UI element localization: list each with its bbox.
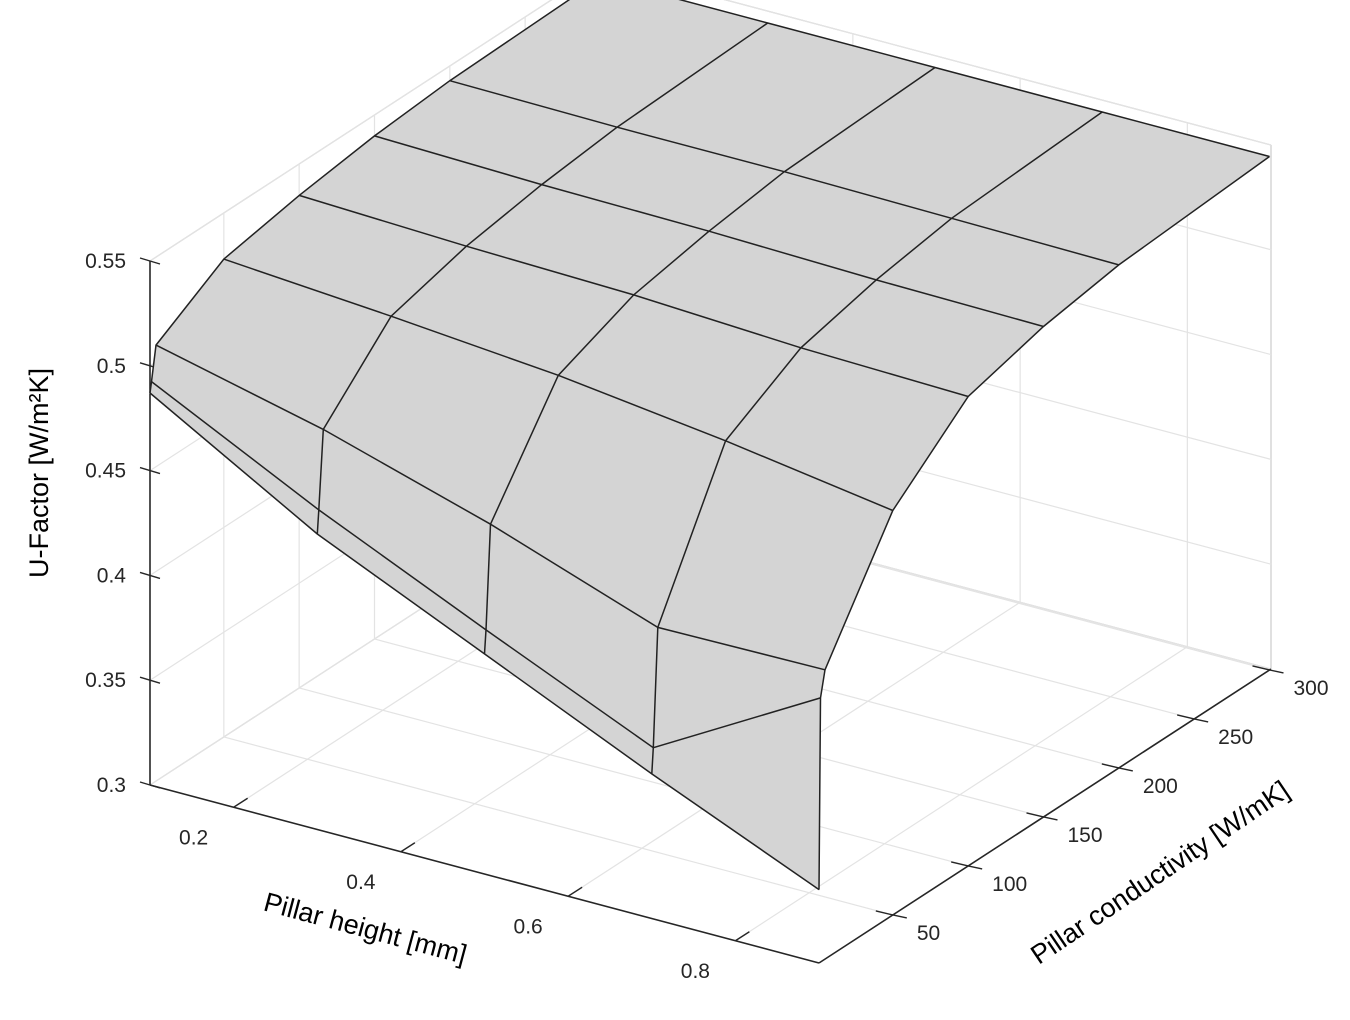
z-tick-label: 0.3	[97, 774, 126, 797]
y-tick	[1101, 763, 1119, 769]
y-axis-line	[818, 668, 1272, 964]
z-tick-label: 0.45	[85, 460, 126, 483]
y-tick-label: 50	[917, 922, 940, 945]
z-tick	[139, 466, 151, 472]
z-tick-label: 0.5	[97, 355, 126, 378]
y-tick-label: 150	[1067, 824, 1102, 847]
z-tick	[139, 676, 151, 681]
surface-mesh-line-y	[223, 258, 894, 512]
y-tick	[892, 914, 907, 919]
x-axis-line	[149, 784, 820, 964]
y-tick-label: 300	[1293, 677, 1328, 700]
surface-mesh-line-y	[151, 381, 821, 749]
axes	[139, 257, 1284, 964]
x-tick	[734, 931, 750, 942]
y-tick-label: 200	[1143, 775, 1178, 798]
surface-mesh-line-x	[651, 111, 1103, 774]
x-tick-label: 0.6	[514, 915, 543, 938]
grid-line-y	[223, 736, 893, 916]
y-tick	[1043, 816, 1058, 821]
surface-mesh-line-y	[449, 79, 1120, 266]
x-tick	[233, 797, 249, 808]
surface-mesh-line-y	[155, 344, 826, 671]
z-tick	[149, 260, 161, 265]
z-tick	[149, 469, 161, 475]
y-tick-label: 250	[1218, 726, 1253, 749]
y-axis-title: Pillar conductivity [W/mK]	[1025, 775, 1294, 970]
z-tick-label: 0.4	[97, 564, 127, 587]
surface-mesh-line-x	[316, 22, 769, 535]
x-tick-label: 0.8	[681, 960, 710, 983]
surface-mesh-line-y	[298, 194, 969, 398]
y-tick	[968, 865, 983, 870]
surface-mesh-line-y	[678, 0, 1270, 158]
z-tick	[149, 784, 161, 789]
surface-mesh-line-x	[818, 155, 1270, 890]
grid-line-x	[735, 646, 1188, 942]
grid-line-z	[723, 0, 1272, 146]
y-tick-label: 100	[992, 873, 1027, 896]
grid-line-y	[299, 687, 969, 867]
tick-labels: 0.3 0.35 0.4 0.45 0.5 0.55 0.2 0.4 0.6 0.8 50 100 15…	[85, 250, 1328, 983]
z-tick	[139, 571, 151, 577]
x-tick	[567, 886, 583, 897]
grid-line-z	[149, 0, 553, 262]
y-tick	[1026, 812, 1044, 818]
z-tick	[139, 257, 151, 262]
y-tick	[1252, 665, 1270, 671]
x-tick	[400, 842, 416, 853]
y-tick	[1269, 669, 1284, 674]
z-tick-label: 0.35	[85, 669, 126, 692]
y-tick	[1176, 714, 1195, 720]
surface	[149, 0, 1271, 891]
z-axis-title: U-Factor [W/m²K]	[24, 368, 54, 578]
y-tick	[1118, 767, 1133, 772]
z-tick	[139, 362, 151, 367]
x-axis-title: Pillar height [mm]	[261, 887, 470, 970]
z-tick	[149, 574, 161, 580]
surface-mesh-line-y	[149, 392, 820, 891]
x-tick-label: 0.4	[346, 871, 376, 894]
z-tick	[139, 781, 151, 786]
y-tick	[875, 910, 893, 916]
surface-mesh-line-x	[149, 0, 571, 394]
y-tick	[950, 861, 969, 867]
x-tick-label: 0.2	[179, 826, 208, 849]
z-tick	[149, 679, 161, 684]
surface-mesh-line-x	[483, 66, 936, 654]
surface-mesh-line-y	[374, 135, 1044, 328]
z-tick-label: 0.55	[85, 250, 126, 273]
y-tick	[1194, 718, 1209, 723]
